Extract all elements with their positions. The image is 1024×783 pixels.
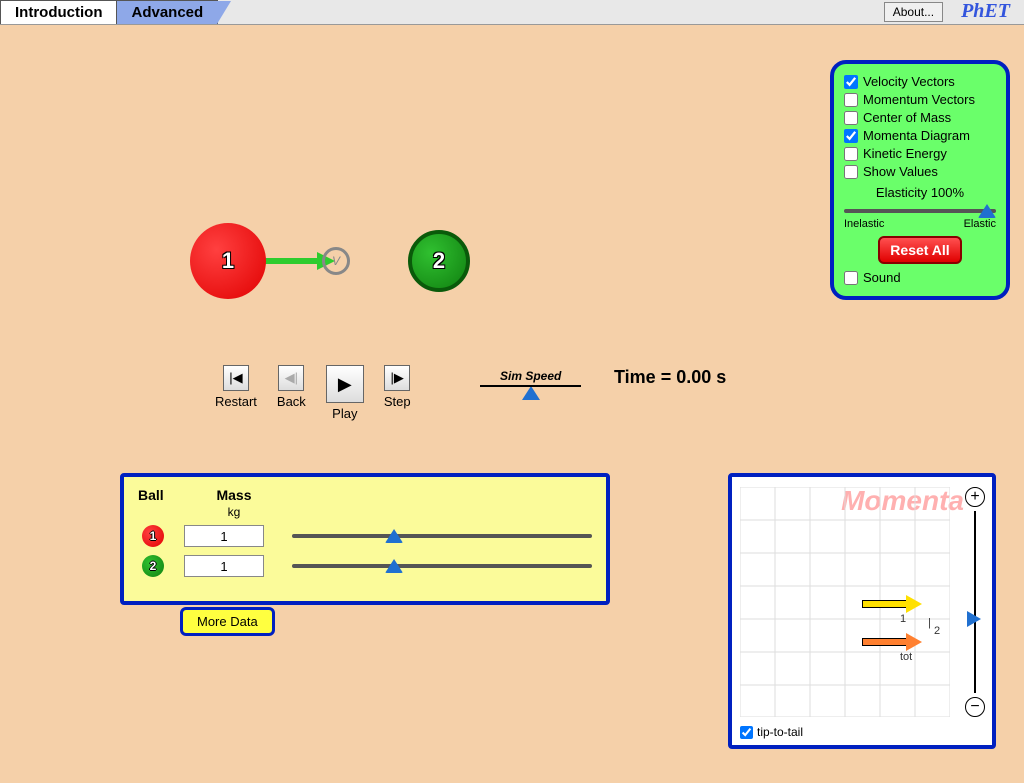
checkbox-sound[interactable]: Sound xyxy=(844,270,996,285)
top-bar: Introduction Advanced About... PhET xyxy=(0,0,1024,25)
about-button[interactable]: About... xyxy=(884,2,943,22)
mass-input-2[interactable] xyxy=(184,555,264,577)
ball-2-number: 2 xyxy=(433,248,445,274)
mass-slider-1[interactable] xyxy=(292,534,592,538)
zoom-in-button[interactable]: + xyxy=(965,487,985,507)
time-display: Time = 0.00 s xyxy=(614,367,726,388)
mass-row-1: 1 xyxy=(138,525,592,547)
momenta-diagram-panel: Momenta 1 | 2 tot + − tip-to-tail xyxy=(728,473,996,749)
ball-1-number: 1 xyxy=(222,248,234,274)
plus-icon: + xyxy=(970,488,979,506)
checkbox-velocity-vectors[interactable]: Velocity Vectors xyxy=(844,74,996,89)
tab-introduction[interactable]: Introduction xyxy=(0,0,117,24)
phet-logo: PhET xyxy=(947,0,1024,24)
sim-speed-control[interactable]: Sim Speed xyxy=(480,367,581,400)
reset-all-button[interactable]: Reset All xyxy=(878,236,961,264)
mass-unit-label: kg xyxy=(194,505,274,519)
simulation-area: 1 V 2 Velocity Vectors Momentum Vectors … xyxy=(0,25,1024,783)
step-label: Step xyxy=(384,394,411,409)
more-data-button[interactable]: More Data xyxy=(180,607,275,636)
momentum-tick-2: | xyxy=(928,617,931,629)
ball-1[interactable]: 1 xyxy=(190,223,266,299)
options-panel: Velocity Vectors Momentum Vectors Center… xyxy=(830,60,1010,300)
minus-icon: − xyxy=(970,698,979,716)
mass-slider-2[interactable] xyxy=(292,564,592,568)
sim-speed-label: Sim Speed xyxy=(480,369,581,387)
zoom-thumb-icon[interactable] xyxy=(967,611,981,627)
mini-ball-2-icon: 2 xyxy=(142,555,164,577)
zoom-out-button[interactable]: − xyxy=(965,697,985,717)
sim-speed-thumb-icon[interactable] xyxy=(522,386,540,400)
momentum-arrow-total xyxy=(862,635,922,649)
tab-advanced[interactable]: Advanced xyxy=(117,0,218,24)
elasticity-endpoints: Inelastic Elastic xyxy=(844,218,996,230)
checkbox-kinetic-energy[interactable]: Kinetic Energy xyxy=(844,146,996,161)
ball-2[interactable]: 2 xyxy=(408,230,470,292)
checkbox-momentum-vectors[interactable]: Momentum Vectors xyxy=(844,92,996,107)
play-label: Play xyxy=(326,406,364,421)
column-header-ball: Ball xyxy=(138,487,194,503)
play-icon: ▶ xyxy=(338,374,352,395)
checkbox-show-values[interactable]: Show Values xyxy=(844,164,996,179)
mini-ball-1-icon: 1 xyxy=(142,525,164,547)
column-header-mass: Mass xyxy=(194,487,274,503)
elasticity-slider[interactable] xyxy=(844,209,996,213)
mass-row-2: 2 xyxy=(138,555,592,577)
step-icon: |▶ xyxy=(391,370,404,386)
zoom-control: + − xyxy=(964,487,986,717)
checkbox-momenta-diagram[interactable]: Momenta Diagram xyxy=(844,128,996,143)
checkbox-center-of-mass[interactable]: Center of Mass xyxy=(844,110,996,125)
back-label: Back xyxy=(277,394,306,409)
restart-label: Restart xyxy=(215,394,257,409)
momentum-label-1: 1 xyxy=(900,613,906,625)
zoom-track[interactable] xyxy=(974,511,976,693)
mass-panel: Ball Mass kg 1 2 xyxy=(120,473,610,605)
restart-button[interactable]: |◀ xyxy=(223,365,249,391)
play-button[interactable]: ▶ xyxy=(326,365,364,403)
back-button[interactable]: ◀| xyxy=(278,365,304,391)
momentum-label-2: 2 xyxy=(934,625,940,637)
step-button[interactable]: |▶ xyxy=(384,365,410,391)
momentum-arrow-1 xyxy=(862,597,922,611)
momentum-label-total: tot xyxy=(900,651,912,663)
back-icon: ◀| xyxy=(285,370,298,386)
spacer xyxy=(218,0,880,24)
restart-icon: |◀ xyxy=(229,370,242,386)
velocity-handle-ball-1[interactable]: V xyxy=(322,247,350,275)
checkbox-tip-to-tail[interactable]: tip-to-tail xyxy=(740,725,803,739)
mass-input-1[interactable] xyxy=(184,525,264,547)
playback-controls: |◀ Restart ◀| Back ▶ Play |▶ Step xyxy=(215,365,411,421)
elasticity-label: Elasticity 100% xyxy=(844,185,996,200)
